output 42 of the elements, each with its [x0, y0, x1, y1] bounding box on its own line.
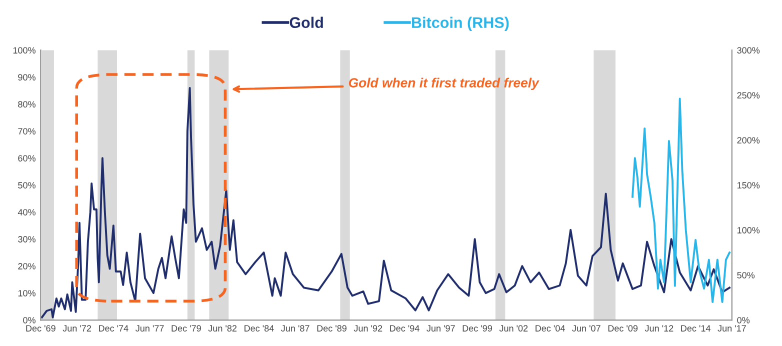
y-tick-label: 100%: [13, 47, 36, 54]
x-tick-label: Jun '12: [644, 325, 674, 332]
x-tick-label: Dec '99: [462, 325, 492, 332]
y-tick-label: 70%: [18, 128, 36, 134]
x-tick-label: Jun '97: [426, 325, 455, 332]
y2-tick-label: 200%: [737, 137, 760, 144]
x-tick-label: Jun '77: [136, 325, 164, 332]
x-tick-label: Jun '82: [208, 325, 237, 332]
y2-tick-label: 150%: [738, 182, 760, 188]
x-tick-label: Dec '74: [99, 325, 128, 332]
y-tick-label: 20%: [18, 263, 36, 270]
y-tick-label: 40%: [18, 209, 36, 216]
line-series: [632, 98, 730, 304]
legend-label: Bitcoin (RHS): [412, 16, 509, 32]
y-tick-label: 30%: [18, 236, 36, 242]
x-tick-label: Dec '14: [681, 325, 710, 332]
y-tick-label: 0%: [23, 317, 36, 324]
y2-tick-label: 50%: [737, 272, 755, 278]
y-tick-label: 90%: [18, 74, 36, 81]
y2-tick-label: 0%: [737, 317, 750, 324]
x-tick-label: Dec '09: [608, 325, 638, 332]
x-tick-label: Jun '02: [499, 325, 528, 332]
y-tick-label: 10%: [18, 290, 36, 296]
x-tick-label: Dec '84: [244, 325, 274, 332]
x-tick-label: Dec '89: [317, 325, 346, 332]
x-tick-label: Dec '04: [536, 325, 565, 332]
x-tick-label: Jun '07: [572, 325, 600, 332]
y-tick-label: 60%: [18, 155, 36, 162]
x-tick-label: Dec '94: [390, 325, 420, 332]
x-tick-label: Jun '72: [62, 325, 92, 332]
y2-tick-label: 300%: [737, 47, 760, 54]
x-tick-label: Dec '69: [26, 325, 56, 332]
y2-tick-label: 250%: [737, 92, 760, 99]
legend-label: Gold: [290, 16, 323, 28]
y-tick-label: 80%: [18, 101, 36, 108]
annotation: Gold when it first traded freely: [348, 78, 540, 90]
y-tick-label: 50%: [18, 182, 36, 188]
y2-tick-label: 100%: [738, 227, 760, 234]
x-tick-label: Dec '79: [172, 325, 201, 332]
x-tick-label: Jun '92: [354, 325, 382, 332]
x-tick-label: Jun '17: [718, 325, 746, 332]
x-tick-label: Jun '87: [281, 325, 310, 332]
